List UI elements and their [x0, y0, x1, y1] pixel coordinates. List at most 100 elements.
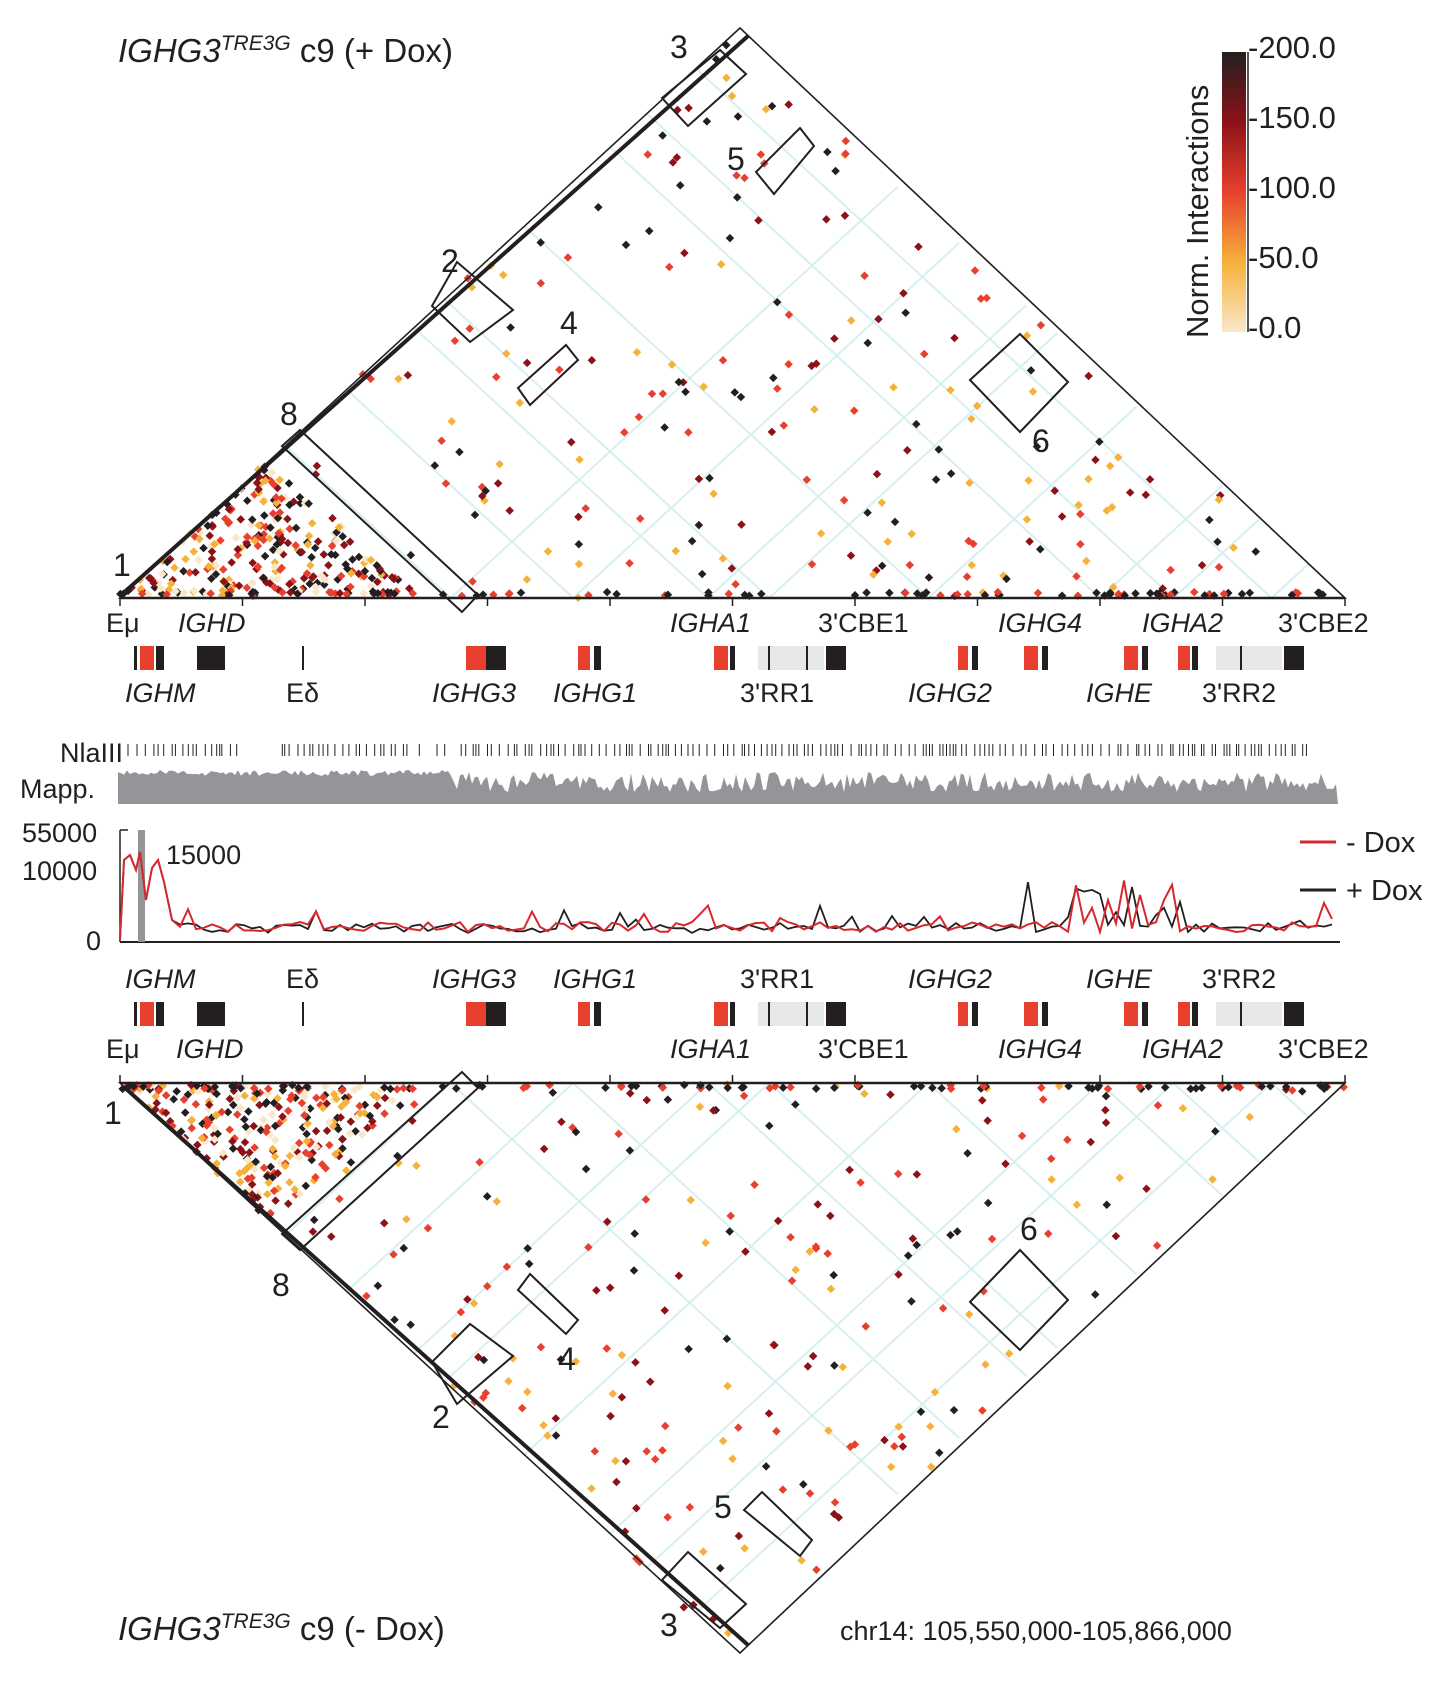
interaction-dot: [645, 1377, 655, 1387]
label-emu-lower: Eμ: [106, 1034, 140, 1064]
interaction-dot: [313, 537, 323, 546]
interaction-dot: [886, 1090, 895, 1099]
interaction-dot: [756, 150, 766, 159]
interaction-dot: [271, 493, 281, 502]
gene-block: [1142, 1002, 1148, 1026]
label-ighg2-lower: IGHG2: [908, 964, 992, 994]
interaction-dot: [474, 1352, 483, 1362]
axis-dot: [1245, 588, 1255, 598]
interaction-dot: [260, 511, 269, 520]
axis-dot: [408, 589, 418, 598]
coverage-minus-dox-line: [119, 851, 1333, 941]
interaction-dot: [294, 1152, 304, 1162]
interaction-dot: [826, 1284, 836, 1294]
interaction-dot: [1109, 582, 1118, 592]
interaction-dot: [901, 308, 910, 318]
interaction-dot: [225, 1125, 234, 1134]
interaction-dot: [388, 1096, 397, 1105]
interaction-dot: [249, 1121, 258, 1131]
interaction-dot: [267, 468, 276, 477]
interaction-dot: [671, 546, 681, 556]
gene-block: [486, 1002, 506, 1026]
interaction-dot: [787, 1276, 797, 1286]
interaction-dot: [574, 512, 583, 522]
gene-block: [1042, 646, 1048, 670]
interaction-dot: [191, 568, 200, 577]
interaction-dot: [498, 270, 508, 280]
interaction-dot: [268, 1144, 277, 1154]
interaction-dot: [1038, 1095, 1048, 1104]
gene-block: [486, 646, 506, 670]
gene-block: [197, 646, 225, 670]
interaction-dot: [387, 573, 397, 582]
interaction-dot: [359, 572, 369, 581]
interaction-dot: [965, 478, 974, 488]
interaction-dot: [908, 1234, 918, 1243]
interaction-dot: [1025, 537, 1034, 546]
interaction-dot: [280, 1161, 290, 1171]
interaction-dot: [978, 1096, 987, 1105]
interaction-dot: [831, 166, 840, 176]
interaction-dot: [283, 1106, 293, 1116]
interaction-dot: [632, 1503, 641, 1513]
gene-block: [1216, 1002, 1282, 1026]
interaction-dot: [863, 338, 873, 348]
interaction-dot: [320, 575, 330, 584]
interaction-dot: [331, 536, 341, 546]
interaction-dot: [786, 1233, 795, 1242]
interaction-dot: [734, 1423, 743, 1432]
axis-dot: [1235, 1083, 1245, 1092]
label-ighe-lower: IGHE: [1086, 964, 1153, 994]
interaction-dot: [675, 181, 685, 190]
interaction-dot: [207, 547, 217, 556]
interaction-dot: [309, 1215, 319, 1225]
interaction-dot: [903, 445, 912, 455]
interaction-dot: [907, 1297, 916, 1306]
gene-block: [758, 1002, 824, 1026]
interaction-dot: [1245, 1112, 1255, 1122]
interaction-dot: [271, 1196, 280, 1205]
interaction-dot: [373, 1281, 383, 1290]
interaction-dot: [331, 1150, 340, 1159]
interaction-dot: [962, 572, 972, 582]
interaction-dot: [1178, 1103, 1188, 1113]
interaction-dot: [725, 233, 735, 243]
interaction-dot: [935, 1448, 944, 1457]
interaction-dot: [441, 479, 451, 488]
axis-dot: [1092, 588, 1101, 598]
interaction-dot: [260, 551, 270, 561]
interaction-dot: [240, 1115, 249, 1124]
interaction-dot: [394, 374, 403, 384]
label-3cbe1-lower: 3'CBE1: [818, 1034, 909, 1064]
interaction-dot: [285, 1151, 295, 1161]
axis-dot: [373, 588, 383, 598]
gene-block: [972, 1002, 978, 1026]
interaction-dot: [797, 1556, 806, 1565]
axis-dot: [1281, 1082, 1291, 1092]
interaction-dot: [337, 1102, 346, 1111]
interaction-dot: [764, 1409, 774, 1418]
interaction-dot: [733, 112, 743, 121]
interaction-dot: [270, 558, 280, 567]
interaction-dot: [1046, 1154, 1056, 1164]
interaction-dot: [741, 1247, 750, 1256]
top-diagonal-band: [118, 34, 750, 598]
interaction-dot: [647, 389, 657, 399]
interaction-dot: [324, 1117, 334, 1127]
interaction-dot: [849, 406, 859, 415]
top-triangle-outline: [117, 26, 1348, 599]
interaction-dot: [1205, 515, 1214, 525]
gene-block: [1024, 646, 1038, 670]
interaction-dot: [877, 561, 887, 571]
interaction-dot: [285, 500, 294, 510]
interaction-dot: [465, 324, 474, 333]
interaction-dot: [563, 253, 573, 262]
interaction-dot: [1111, 1231, 1121, 1241]
interaction-dot: [1044, 1229, 1053, 1239]
interaction-dot: [1028, 387, 1038, 396]
guide-line: [1099, 1082, 1224, 1197]
interaction-dot: [772, 297, 782, 307]
interaction-dot: [1072, 572, 1081, 581]
gene-block: [730, 1002, 735, 1026]
interaction-dot: [686, 1195, 695, 1205]
